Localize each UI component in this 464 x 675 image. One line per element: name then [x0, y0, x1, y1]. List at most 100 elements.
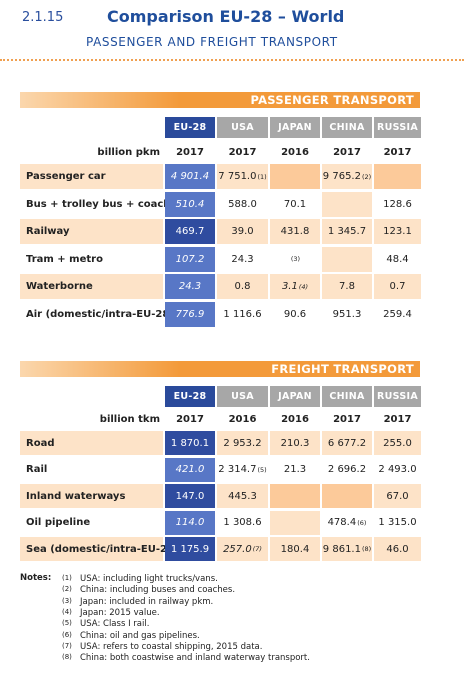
data-cell: 2 953.2: [217, 431, 268, 455]
cell-value: 431.8: [280, 226, 310, 237]
cell-value: 46.0: [386, 543, 409, 555]
note-text: USA: including light trucks/vans.: [80, 574, 218, 584]
cell-value: 1 308.6: [223, 517, 262, 528]
cell-value: 128.6: [383, 198, 412, 210]
data-cell: 0.8: [217, 274, 268, 299]
note-text: China: oil and gas pipelines.: [80, 630, 200, 641]
cell-value: 445.3: [228, 490, 257, 502]
data-cell: 147.0: [165, 484, 215, 508]
note-marker: (4): [62, 607, 72, 616]
year: 2017: [176, 146, 204, 158]
footnote-ref: (7): [252, 545, 262, 553]
row-label: Sea (domestic/intra-EU-28): [20, 537, 179, 561]
footnote-ref: (8): [361, 545, 372, 553]
cell-value: 114.0: [175, 517, 205, 528]
row-label: Passenger car: [20, 164, 163, 189]
data-cell: 39.0: [217, 219, 268, 244]
data-cell: 7.8: [322, 274, 372, 299]
data-cell: 107.2: [165, 246, 215, 272]
cell-value: 510.4: [175, 198, 205, 210]
column-header: EU-28: [165, 117, 215, 138]
cell-value: 7.8: [339, 281, 355, 292]
data-cell: 951.3: [322, 301, 372, 327]
data-cell: [322, 191, 372, 217]
data-cell: 4 901.4: [165, 164, 215, 189]
row-label: Railway: [20, 219, 163, 244]
data-cell: 9 861.1 (8): [322, 537, 372, 561]
data-cell: 90.6: [270, 301, 320, 327]
year: 2016: [228, 413, 257, 425]
cell-value: 1 870.1: [170, 437, 210, 449]
footnote-ref: (3): [290, 255, 301, 263]
data-cell: 1 308.6: [217, 510, 268, 535]
data-cell: 1 345.7: [322, 219, 372, 244]
data-cell: [374, 164, 421, 189]
cell-value: 21.3: [283, 464, 307, 475]
cell-value: 90.6: [283, 308, 307, 320]
cell-value: 9 861.1: [322, 543, 361, 555]
data-cell: 70.1: [270, 191, 320, 217]
data-cell: 1 870.1: [165, 431, 215, 455]
data-cell: 0.7: [374, 274, 421, 299]
note-text: Japan: included in railway pkm.: [80, 596, 214, 607]
data-cell: 6 677.2: [322, 431, 372, 455]
cell-value: 478.4: [327, 517, 357, 528]
year: 2016: [281, 146, 309, 158]
data-cell: 2 314.7 (5): [217, 457, 268, 482]
note-marker: (8): [62, 653, 72, 662]
row-label: Bus + trolley bus + coach: [20, 191, 170, 217]
cell-value: 180.4: [280, 543, 310, 555]
cell-value: 259.4: [383, 308, 412, 320]
cell-value: 2 493.0: [378, 464, 417, 475]
data-cell: 776.9: [165, 301, 215, 327]
note-text: USA: Class I rail.: [80, 619, 150, 630]
row-label: Rail: [20, 457, 163, 482]
data-cell: 67.0: [374, 484, 421, 508]
table-title: PASSENGER TRANSPORT: [20, 92, 420, 108]
data-cell: 588.0: [217, 191, 268, 217]
cell-value: 421.0: [175, 464, 205, 475]
data-cell: 257.0 (7): [217, 537, 268, 561]
data-cell: 114.0: [165, 510, 215, 535]
cell-value: 2 314.7: [218, 464, 257, 475]
cell-value: 123.1: [383, 226, 412, 237]
cell-value: 3.1: [281, 281, 298, 292]
data-cell: 431.8: [270, 219, 320, 244]
data-cell: 255.0: [374, 431, 421, 455]
cell-value: 0.7: [389, 281, 406, 292]
data-cell: 421.0: [165, 457, 215, 482]
column-header: JAPAN: [270, 386, 320, 407]
notes-label: Notes:: [20, 573, 52, 583]
data-cell: 7 751.0 (1): [217, 164, 268, 189]
year: 2017: [333, 413, 361, 425]
divider: [0, 59, 464, 61]
note-marker: (3): [62, 596, 72, 605]
column-header: RUSSIA: [374, 386, 421, 407]
cell-value: 147.0: [175, 490, 205, 502]
cell-value: 1 116.6: [223, 308, 262, 320]
data-cell: [270, 164, 320, 189]
section-number: 2.1.15: [22, 10, 64, 25]
note-text: China: including buses and coaches.: [80, 585, 236, 596]
note-marker: (5): [62, 619, 72, 628]
note-marker: (2): [62, 585, 72, 594]
data-cell: 180.4: [270, 537, 320, 561]
cell-value: 951.3: [332, 308, 362, 320]
cell-value: 255.0: [383, 437, 412, 449]
cell-value: 7 751.0: [218, 171, 257, 182]
data-cell: [322, 246, 372, 272]
note-text: China: both coastwise and inland waterwa…: [80, 653, 310, 664]
cell-value: 776.9: [175, 308, 205, 320]
row-label: Waterborne: [20, 274, 163, 299]
cell-value: 24.3: [231, 253, 254, 265]
data-cell: [270, 510, 320, 535]
row-label: Air (domestic/intra-EU-28): [20, 301, 174, 327]
cell-value: 6 677.2: [327, 437, 367, 449]
data-cell: 1 175.9: [165, 537, 215, 561]
column-header: CHINA: [322, 386, 372, 407]
cell-value: 257.0: [223, 543, 252, 555]
data-cell: 123.1: [374, 219, 421, 244]
data-cell: 445.3: [217, 484, 268, 508]
footnote-ref: (4): [298, 282, 309, 291]
cell-value: 1 175.9: [170, 543, 210, 555]
